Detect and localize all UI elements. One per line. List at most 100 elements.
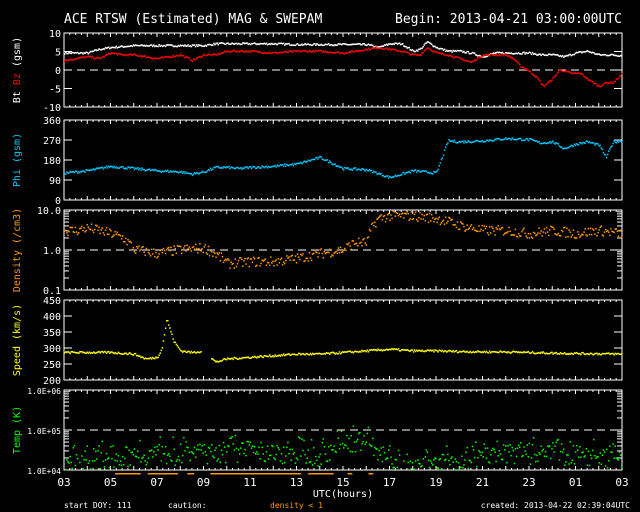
data-point-phi [223, 166, 226, 168]
data-point-density [239, 256, 242, 259]
data-point-phi [508, 137, 510, 140]
data-point-speed [309, 352, 312, 355]
data-point-bt [276, 43, 278, 46]
data-point-phi [571, 145, 574, 147]
data-point-density [466, 224, 468, 226]
data-point-density [154, 255, 156, 258]
data-point-bt [125, 46, 127, 48]
data-point-bz [514, 60, 517, 62]
data-point-speed [72, 351, 75, 354]
data-point-bt [273, 43, 275, 46]
data-point-bt [170, 44, 172, 46]
data-point-phi [134, 167, 137, 169]
data-point-speed [521, 351, 523, 354]
data-point-bt [300, 44, 302, 46]
data-point-speed [410, 349, 413, 351]
data-point-phi [82, 170, 84, 172]
data-point-temp [206, 462, 209, 465]
data-point-bt [266, 43, 269, 46]
data-point-temp [282, 446, 285, 448]
data-point-bz [400, 51, 403, 53]
data-point-bt [585, 50, 588, 53]
data-point-density [572, 229, 575, 232]
data-point-bz [304, 50, 306, 52]
data-point-speed [500, 351, 503, 353]
data-point-bz [479, 56, 481, 59]
data-point-temp [540, 445, 542, 448]
data-point-phi [116, 167, 119, 169]
data-point-bz [77, 57, 80, 59]
data-point-speed [268, 354, 271, 356]
data-point-speed [612, 352, 614, 355]
data-point-temp [164, 445, 167, 448]
data-point-speed [258, 356, 260, 359]
data-point-temp [454, 458, 457, 460]
data-point-bt [244, 42, 246, 45]
data-point-speed [170, 331, 172, 333]
y-axis-label-part: Bt [12, 85, 23, 103]
data-point-speed [534, 352, 536, 355]
data-point-speed [127, 353, 129, 356]
data-point-density [601, 234, 604, 236]
data-point-speed [100, 350, 102, 353]
data-point-speed [419, 349, 421, 352]
data-point-phi [346, 167, 348, 170]
data-point-bt [171, 44, 173, 46]
data-point-bz [289, 50, 291, 53]
data-point-speed [308, 354, 311, 356]
data-point-phi [516, 138, 519, 140]
data-point-density [369, 230, 372, 232]
data-point-speed [373, 348, 375, 351]
data-point-bt [564, 55, 566, 57]
data-point-speed [365, 350, 368, 353]
data-point-speed [497, 351, 500, 354]
data-point-speed [148, 357, 151, 360]
data-point-temp [340, 430, 343, 433]
data-point-phi [190, 173, 193, 175]
data-point-density [553, 228, 555, 231]
data-point-speed [499, 350, 502, 352]
data-point-density [422, 218, 424, 220]
data-point-density [190, 250, 193, 252]
data-point-speed [434, 349, 436, 351]
data-point-speed [261, 356, 263, 358]
data-point-speed [439, 349, 442, 352]
data-point-temp [478, 449, 480, 452]
data-point-density [324, 252, 327, 255]
data-point-bz [170, 56, 172, 58]
data-point-phi [154, 168, 156, 171]
data-point-speed [468, 351, 471, 354]
data-point-phi [213, 166, 215, 169]
data-point-bt [155, 45, 157, 47]
data-point-bz [116, 54, 119, 56]
data-point-density [126, 243, 128, 246]
data-point-density [355, 242, 358, 245]
data-point-phi [421, 170, 423, 172]
data-point-bz [598, 85, 600, 88]
data-point-phi [455, 142, 458, 144]
data-point-temp [102, 460, 105, 463]
y-tick-label: 1.0 [43, 246, 61, 257]
data-point-speed [343, 351, 345, 354]
data-point-density [591, 228, 594, 230]
data-point-bz [203, 53, 205, 56]
data-point-bz [423, 50, 425, 52]
data-point-bt [547, 53, 550, 55]
data-point-speed [495, 351, 497, 353]
data-point-speed [587, 353, 590, 355]
data-point-bt [134, 44, 137, 46]
data-point-bz [493, 54, 495, 56]
data-point-speed [332, 351, 334, 354]
data-point-phi [186, 172, 188, 175]
data-point-speed [155, 356, 157, 358]
data-point-bt [218, 42, 221, 44]
data-point-bz [426, 47, 429, 49]
data-point-bz [118, 52, 121, 55]
data-point-bz [575, 72, 578, 75]
data-point-speed [522, 351, 524, 354]
data-point-phi [374, 171, 376, 173]
data-point-density [508, 226, 510, 229]
data-point-phi [119, 166, 122, 168]
data-point-bz [574, 72, 577, 74]
data-point-phi [435, 171, 437, 173]
